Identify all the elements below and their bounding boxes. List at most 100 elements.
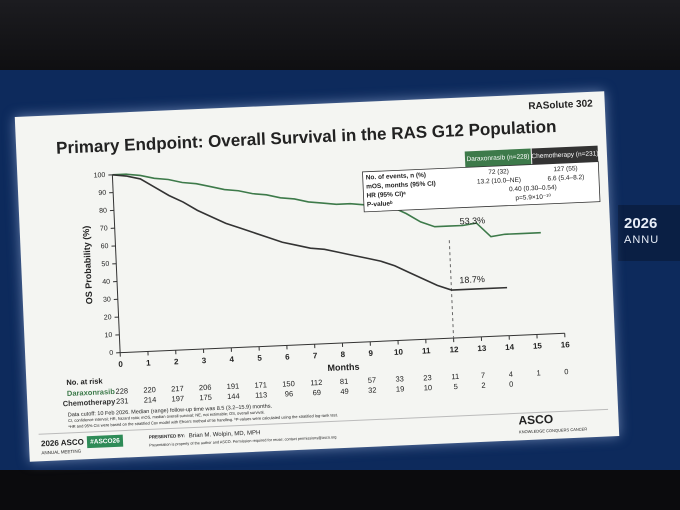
footer-asco-tag: KNOWLEDGE CONQUERS CANCER [519, 426, 587, 434]
footer-hashtag: #ASCO26 [90, 437, 120, 445]
at-risk-value: 10 [424, 383, 433, 392]
at-risk-value: 217 [171, 384, 184, 394]
at-risk-value: 228 [115, 386, 128, 396]
x-axis-label: Months [327, 362, 359, 373]
reference-line [448, 240, 455, 339]
at-risk-value: 231 [116, 396, 129, 406]
x-tick-label: 14 [505, 343, 515, 352]
stats-header-cell [531, 145, 599, 165]
side-text: ANNU [624, 234, 660, 246]
x-tick-label: 5 [257, 354, 262, 363]
x-tick-label: 15 [533, 341, 543, 350]
x-tick-label: 1 [146, 358, 151, 367]
y-tick-label: 70 [100, 225, 108, 232]
stats-header: Daraxonrasib (n=228) [466, 153, 529, 163]
y-tick-label: 10 [104, 332, 112, 339]
x-tick-label: 0 [118, 360, 123, 369]
stats-value: 6.6 (5.4–8.2) [547, 174, 584, 183]
at-risk-value: 112 [310, 378, 322, 388]
at-risk-label: Daraxonrasib [67, 387, 116, 398]
at-risk-value: 11 [451, 372, 459, 381]
at-risk-value: 19 [396, 384, 405, 393]
x-tick-label: 9 [368, 349, 373, 358]
at-risk-value: 5 [453, 382, 458, 391]
footer-meeting-sub: ANNUAL MEETING [41, 449, 82, 456]
y-tick-label: 90 [98, 190, 106, 197]
y-tick-label: 50 [101, 261, 109, 268]
at-risk-value: 191 [227, 381, 240, 391]
stats-header: Chemotherapy (n=231) [531, 150, 598, 160]
at-risk-value: 171 [254, 380, 267, 390]
x-tick-label: 12 [449, 345, 459, 354]
side-year: 2026 [624, 215, 658, 232]
footer-presenter: Brian M. Wolpin, MD, MPH [189, 430, 261, 439]
at-risk-value: 144 [227, 391, 240, 401]
stats-header-cell [464, 148, 532, 168]
x-tick-label: 6 [285, 352, 290, 361]
hashtag-box [86, 434, 124, 449]
at-risk-value: 113 [255, 390, 267, 400]
at-risk-value: 0 [509, 380, 514, 389]
y-tick-label: 40 [102, 279, 110, 286]
at-risk-value: 206 [199, 383, 212, 393]
y-tick-label: 20 [104, 314, 112, 321]
at-risk-value: 33 [395, 374, 404, 383]
x-tick-label: 13 [477, 344, 487, 353]
at-risk-value: 150 [282, 379, 295, 389]
x-tick-label: 10 [394, 347, 404, 356]
annotation: 53.3% [459, 215, 485, 226]
at-risk-value: 220 [143, 385, 156, 395]
at-risk-value: 1 [536, 368, 541, 377]
stats-row-label: HR (95% CI)ᵃ [366, 191, 406, 200]
footer-rule [38, 408, 609, 435]
footer-presented-by: PRESENTED BY: [149, 433, 186, 440]
stats-row-label: No. of events, n (%) [366, 172, 427, 182]
at-risk-value: 0 [564, 367, 569, 376]
stats-row-label: P-valueᵇ [367, 200, 393, 208]
at-risk-value: 214 [144, 395, 157, 405]
at-risk-value: 4 [509, 370, 514, 379]
x-tick-label: 11 [422, 346, 431, 355]
stats-value: 127 (55) [553, 165, 578, 173]
stats-value: 72 (32) [488, 168, 509, 176]
at-risk-value: 81 [340, 377, 349, 386]
at-risk-value: 69 [312, 388, 321, 397]
footer-meeting: 2026 ASCO [41, 437, 84, 448]
survival-curve [112, 173, 541, 238]
logo: RASolute 302 [528, 98, 593, 112]
stats-value: 0.40 (0.30–0.54) [509, 184, 557, 193]
at-risk-value: 7 [481, 371, 486, 380]
at-risk-value: 32 [368, 386, 377, 395]
at-risk-value: 197 [171, 394, 184, 404]
y-tick-label: 60 [101, 243, 109, 250]
x-tick-label: 3 [202, 356, 207, 365]
at-risk-label: Chemotherapy [63, 397, 117, 408]
y-tick-label: 100 [94, 172, 106, 180]
y-tick-label: 30 [103, 296, 111, 303]
x-tick-label: 2 [174, 357, 179, 366]
survival-curve [112, 174, 508, 291]
stats-body [362, 161, 601, 213]
side-banner: 2026 ANNU [618, 205, 680, 261]
at-risk-title: No. at risk [66, 376, 103, 387]
at-risk-value: 49 [340, 387, 349, 396]
at-risk-value: 96 [285, 389, 294, 398]
at-risk-value: 23 [423, 373, 432, 382]
at-risk-value: 2 [481, 381, 486, 390]
y-axis-label: OS Probability (%) [81, 226, 94, 305]
x-tick-label: 7 [313, 351, 318, 360]
stats-row-label: mOS, months (95% CI) [366, 180, 436, 190]
y-tick-label: 80 [99, 208, 107, 215]
at-risk-value: 175 [199, 393, 212, 403]
at-risk-value: 57 [368, 376, 377, 385]
x-tick-label: 8 [341, 350, 346, 359]
stats-value: 13.2 (10.0–NE) [477, 177, 521, 186]
annotation: 18.7% [459, 274, 485, 285]
stats-value: p=5.9×10⁻¹⁰ [515, 192, 551, 202]
x-tick-label: 16 [561, 340, 571, 349]
y-tick-label: 0 [109, 350, 113, 357]
footer-asco: ASCO [518, 412, 553, 427]
x-tick-label: 4 [229, 355, 234, 364]
